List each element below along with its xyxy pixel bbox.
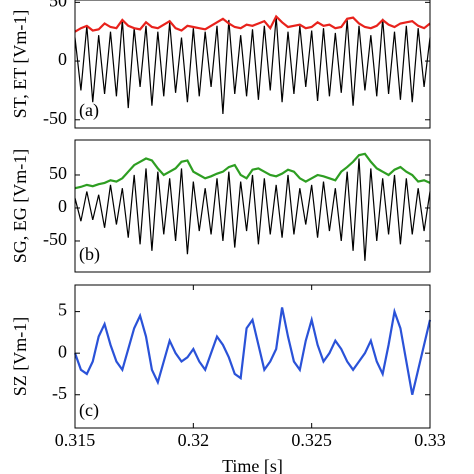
series-line [74,158,431,261]
y-tick-label: 0 [58,341,67,361]
panel-annotation: (c) [79,400,99,421]
panel-annotation: (a) [79,100,99,121]
y-tick-label: 50 [49,163,67,183]
x-tick-label: 0.315 [55,430,96,450]
axes-box [74,139,431,273]
y-tick-label: -50 [43,229,67,249]
panel-annotation: (b) [79,244,100,265]
y-axis-label: SZ [Vm-1] [10,317,30,397]
series-line [74,14,431,33]
x-tick-label: 0.33 [414,430,446,450]
x-tick-label: 0.325 [291,430,332,450]
series-line [73,307,432,395]
y-tick-label: 0 [58,196,67,216]
y-tick-label: 5 [58,300,67,320]
series-line [74,152,431,190]
y-axis-label: ST, ET [Vm-1] [10,10,30,119]
y-tick-label: 50 [49,0,67,10]
y-axis-label: SG, EG [Vm-1] [10,149,30,264]
x-axis-label: Time [s] [222,456,283,474]
x-tick-label: 0.32 [178,430,210,450]
y-tick-label: 0 [58,49,67,69]
y-tick-label: -50 [43,108,67,128]
axes-box [74,0,431,129]
y-tick-label: -5 [52,383,67,403]
series-line [74,16,431,114]
axes-box [74,284,431,429]
